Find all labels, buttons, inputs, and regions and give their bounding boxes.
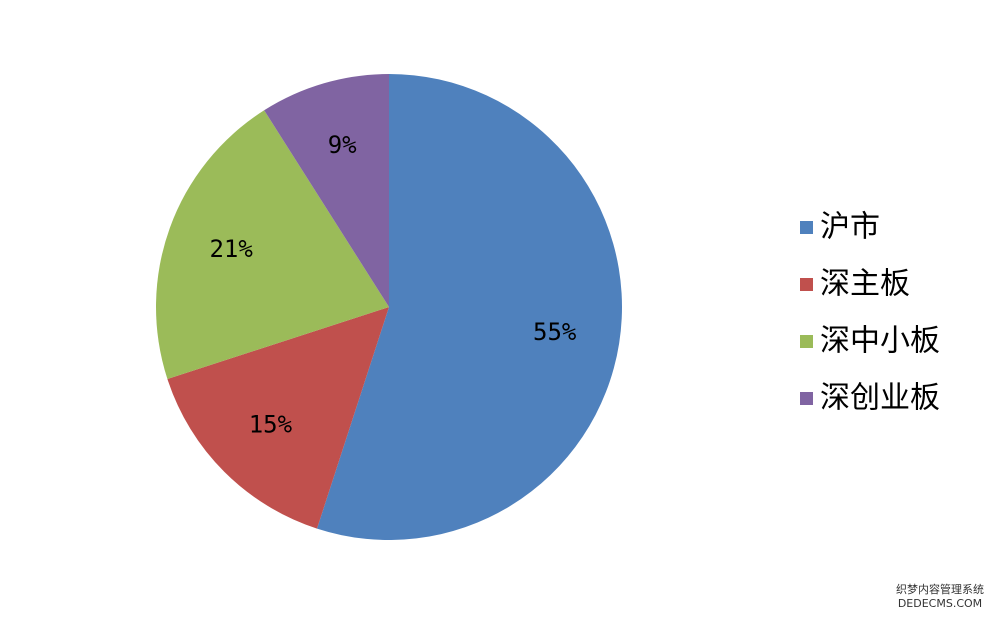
pie-slice — [167, 307, 389, 529]
pie: 55% 15% 21% 9% — [156, 74, 622, 540]
legend-swatch — [800, 392, 813, 405]
data-label: 15% — [249, 411, 293, 439]
legend-swatch — [800, 278, 813, 291]
legend-swatch — [800, 221, 813, 234]
legend-swatch — [800, 335, 813, 348]
watermark: 织梦内容管理系统 — [896, 582, 984, 596]
pie-slice — [156, 110, 389, 380]
data-label: 55% — [533, 318, 577, 346]
pie-slice — [264, 74, 389, 307]
legend-label: 沪市 — [820, 210, 880, 245]
data-label: 9% — [328, 131, 357, 159]
watermark: DEDECMS.COM — [898, 597, 982, 610]
legend-label: 深主板 — [820, 267, 910, 302]
pie-slice — [316, 74, 622, 540]
legend-label: 深中小板 — [820, 324, 940, 359]
data-label: 21% — [209, 235, 253, 263]
legend-label: 深创业板 — [820, 381, 940, 416]
